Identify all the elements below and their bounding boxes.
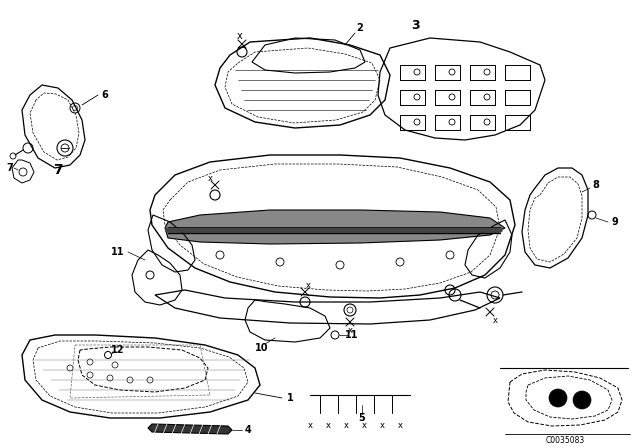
Text: 12: 12 xyxy=(111,345,125,355)
Text: x: x xyxy=(344,421,349,430)
Text: 4: 4 xyxy=(244,425,252,435)
Text: x: x xyxy=(493,315,497,324)
Text: 7: 7 xyxy=(53,163,63,177)
Text: x: x xyxy=(362,421,367,430)
Text: x: x xyxy=(305,280,310,289)
Text: 2: 2 xyxy=(356,23,364,33)
Text: 6: 6 xyxy=(102,90,108,100)
Polygon shape xyxy=(165,210,505,244)
Text: 3: 3 xyxy=(411,18,419,31)
Circle shape xyxy=(573,391,591,409)
Circle shape xyxy=(549,389,567,407)
Text: 5: 5 xyxy=(358,413,365,423)
Text: 11: 11 xyxy=(345,330,359,340)
Text: 8: 8 xyxy=(593,180,600,190)
Text: 11: 11 xyxy=(111,247,125,257)
Text: x: x xyxy=(348,326,353,335)
Text: x: x xyxy=(380,421,385,430)
Text: x: x xyxy=(326,421,330,430)
Text: 7: 7 xyxy=(6,163,13,173)
Text: C0035083: C0035083 xyxy=(545,435,584,444)
Text: 1: 1 xyxy=(287,393,293,403)
Text: x: x xyxy=(307,421,312,430)
Text: x: x xyxy=(237,31,243,41)
Text: 9: 9 xyxy=(612,217,618,227)
Text: x: x xyxy=(207,173,212,182)
Text: 10: 10 xyxy=(255,343,269,353)
Text: x: x xyxy=(397,421,403,430)
Polygon shape xyxy=(148,424,232,434)
